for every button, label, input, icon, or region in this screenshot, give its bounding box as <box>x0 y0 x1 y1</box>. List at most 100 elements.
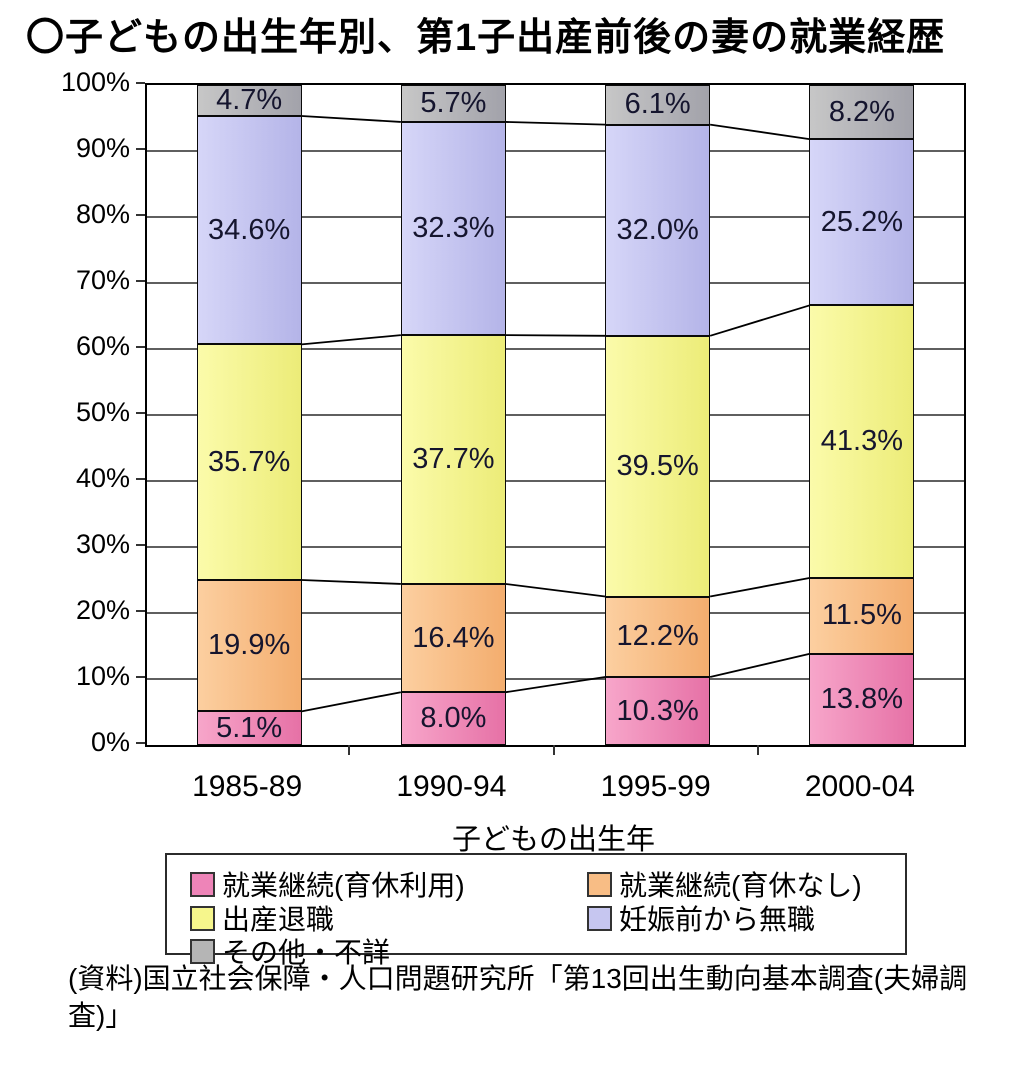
series-line <box>709 304 810 337</box>
x-axis-category-label: 1995-99 <box>600 770 711 803</box>
legend-label: 就業継続(育休利用) <box>222 870 465 901</box>
bar-segment: 13.8% <box>809 653 915 745</box>
legend-swatch-icon <box>587 905 612 931</box>
legend-swatch-icon <box>190 905 215 931</box>
y-axis-tick-label: 10% <box>75 661 130 691</box>
bar-segment: 35.7% <box>196 344 302 580</box>
x-axis-category-label: 1990-94 <box>396 770 507 803</box>
legend-label: その他・不詳 <box>222 937 391 968</box>
chart-title: 〇子どもの出生年別、第1子出産前後の妻の就業経歴 <box>26 17 946 59</box>
segment-value-label: 5.7% <box>420 86 487 119</box>
legend-swatch-icon <box>587 871 612 897</box>
y-tick-mark <box>136 676 145 678</box>
y-tick-mark <box>136 544 145 546</box>
x-tick-mark <box>348 745 351 755</box>
y-tick-mark <box>136 478 145 480</box>
stacked-bar-2000-04: 13.8% 11.5% 41.3% 25.2% 8.2% <box>809 85 915 745</box>
series-line <box>301 334 401 346</box>
bar-segment: 5.7% <box>400 85 506 122</box>
bar-segment: 4.7% <box>196 84 302 117</box>
series-line <box>505 121 606 126</box>
series-line <box>505 334 606 337</box>
bar-segment: 32.0% <box>605 124 711 336</box>
bar-segment: 11.5% <box>809 578 915 654</box>
segment-value-label: 34.6% <box>208 213 291 246</box>
segment-value-label: 5.1% <box>216 711 283 744</box>
stacked-bar-1985-89: 5.1% 19.9% 35.7% 34.6% 4.7% <box>196 84 302 745</box>
segment-value-label: 19.9% <box>208 629 291 662</box>
legend-item: 出産退職 <box>190 898 334 938</box>
series-line <box>709 653 810 678</box>
bar-segment: 8.0% <box>400 692 506 745</box>
gridline <box>147 612 964 614</box>
gridline <box>147 282 964 284</box>
y-axis-tick-label: 90% <box>75 133 130 163</box>
y-axis-tick-label: 80% <box>75 199 130 229</box>
series-line <box>301 579 401 585</box>
x-axis-category-label: 1985-89 <box>192 770 303 803</box>
y-tick-mark <box>136 610 145 612</box>
segment-value-label: 41.3% <box>820 425 903 458</box>
gridline <box>147 348 964 350</box>
x-tick-mark <box>756 745 759 755</box>
legend-label: 妊娠前から無職 <box>619 904 816 935</box>
y-tick-mark <box>136 82 145 84</box>
segment-value-label: 32.0% <box>616 213 699 246</box>
series-line <box>301 115 401 123</box>
x-axis-title: 子どもの出生年 <box>451 824 655 856</box>
series-line <box>709 577 810 598</box>
legend-label: 就業継続(育休なし) <box>619 870 862 901</box>
y-tick-mark <box>136 280 145 282</box>
x-tick-mark <box>552 745 555 755</box>
gridline <box>147 216 964 218</box>
segment-value-label: 10.3% <box>616 694 699 727</box>
stacked-bar-1990-94: 8.0% 16.4% 37.7% 32.3% 5.7% <box>400 85 506 745</box>
gridline <box>147 546 964 548</box>
y-axis-tick-label: 60% <box>75 331 130 361</box>
gridline <box>147 150 964 152</box>
y-axis-tick-label: 20% <box>75 595 130 625</box>
x-axis-category-label: 2000-04 <box>804 770 915 803</box>
legend-swatch-icon <box>190 871 215 897</box>
legend-swatch-icon <box>190 938 215 964</box>
legend-item: 就業継続(育休なし) <box>587 864 862 904</box>
segment-value-label: 8.0% <box>420 702 487 735</box>
y-axis-tick-label: 0% <box>90 727 130 757</box>
y-tick-mark <box>136 214 145 216</box>
bar-segment: 6.1% <box>605 85 711 125</box>
segment-value-label: 4.7% <box>216 84 283 117</box>
bar-segment: 8.2% <box>809 85 915 140</box>
bar-segment: 39.5% <box>605 335 711 597</box>
bar-segment: 16.4% <box>400 583 506 693</box>
bar-segment: 34.6% <box>196 116 302 345</box>
bar-segment: 12.2% <box>605 596 711 678</box>
legend-item: 妊娠前から無職 <box>587 898 815 938</box>
bar-segment: 19.9% <box>196 580 302 712</box>
segment-value-label: 32.3% <box>412 212 495 245</box>
bar-segment: 32.3% <box>400 121 506 336</box>
bar-segment: 41.3% <box>809 305 915 579</box>
segment-value-label: 35.7% <box>208 445 291 478</box>
bar-segment: 10.3% <box>605 677 711 745</box>
segment-value-label: 11.5% <box>821 599 902 632</box>
bar-segment: 37.7% <box>400 335 506 584</box>
bar-segment: 25.2% <box>809 139 915 306</box>
stacked-bar-1995-99: 10.3% 12.2% 39.5% 32.0% 6.1% <box>605 85 711 745</box>
y-axis-tick-label: 100% <box>60 67 130 97</box>
segment-value-label: 13.8% <box>820 682 903 715</box>
segment-value-label: 39.5% <box>616 449 699 482</box>
y-tick-mark <box>136 148 145 150</box>
segment-value-label: 12.2% <box>616 620 699 653</box>
bar-segment: 5.1% <box>196 711 302 745</box>
series-line <box>709 123 810 141</box>
segment-value-label: 8.2% <box>828 95 895 128</box>
segment-value-label: 16.4% <box>412 621 495 654</box>
gridline <box>147 414 964 416</box>
source-note: (資料)国立社会保障・人口問題研究所「第13回出生動向基本調査(夫婦調査)」 <box>68 963 968 1031</box>
y-tick-mark <box>136 346 145 348</box>
gridline <box>147 480 964 482</box>
segment-value-label: 6.1% <box>624 88 691 121</box>
legend-item: その他・不詳 <box>190 931 390 971</box>
y-axis-tick-label: 50% <box>75 397 130 427</box>
